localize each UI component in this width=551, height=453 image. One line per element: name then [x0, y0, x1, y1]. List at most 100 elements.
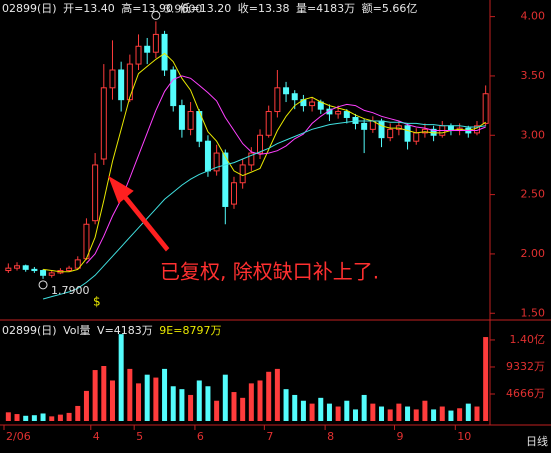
candle-body — [92, 164, 99, 222]
volume-bar — [231, 392, 237, 421]
volume-bar — [439, 406, 445, 421]
extreme-label: 3.9600 — [164, 2, 203, 15]
ma-line — [43, 52, 486, 273]
candle-body — [291, 93, 298, 101]
candle-body — [144, 45, 151, 53]
header-field: 额=5.66亿 — [362, 2, 418, 15]
extreme-label: 1.7900 — [51, 284, 90, 297]
volume-bar — [335, 406, 341, 421]
plot: 4.00 3.50 3.00 2.50 2.00 1.50 1.40亿 9332万 4666万 2… — [3, 2, 546, 443]
candle-body — [248, 152, 255, 166]
volume-bar — [283, 389, 289, 421]
volume-bar — [66, 412, 72, 421]
header-field: 量=4183万 — [296, 2, 355, 15]
volume-bar — [222, 374, 228, 421]
volume-bar — [92, 370, 98, 421]
period-label: 日线 — [526, 434, 548, 448]
candle-body — [335, 111, 342, 115]
extreme-marker — [38, 280, 48, 290]
ma-line — [86, 75, 486, 264]
candle-body — [213, 152, 220, 172]
header-field: 收=13.38 — [238, 1, 290, 15]
volume-bar — [431, 409, 437, 421]
candle-body — [257, 134, 264, 154]
candle-body — [31, 268, 38, 272]
header-field: 02899(日) — [2, 324, 57, 337]
x-tick-label: 9 — [397, 430, 404, 443]
candle-body — [74, 259, 81, 269]
extreme-marker — [151, 10, 161, 20]
volume-bar — [318, 397, 324, 421]
volume-bar — [205, 386, 211, 421]
volume-bar — [162, 368, 168, 421]
volume-bar — [109, 380, 115, 421]
annotation: 已复权, 除权缺口补上了. — [160, 260, 379, 284]
volume-bar — [5, 412, 11, 421]
x-tick-label: 7 — [266, 430, 273, 443]
volume-bar — [188, 394, 194, 421]
volume-bar — [465, 403, 471, 421]
x-tick-label: 8 — [327, 430, 334, 443]
volume-bar — [361, 394, 367, 421]
candle-body — [395, 125, 402, 130]
header-field: 02899(日) — [2, 2, 57, 15]
x-tick-label: 6 — [197, 430, 204, 443]
volume-bar — [266, 371, 272, 421]
volume-bar — [179, 389, 185, 421]
volume-bar — [248, 383, 254, 421]
volume-bar — [352, 409, 358, 421]
y-tick-label: 2.00 — [521, 247, 546, 260]
volume-bar — [214, 400, 220, 421]
volume-bar — [474, 406, 480, 421]
candle-body — [204, 140, 211, 172]
volume-bar — [23, 415, 29, 421]
volume-bar — [370, 403, 376, 421]
candle-body — [48, 272, 55, 276]
header-field: 低=13.20 — [180, 2, 232, 15]
volume-header: 02899(日) Vol量 V=4183万 9E=8797万 — [2, 324, 221, 337]
volume-bar — [413, 409, 419, 421]
volume-bar — [196, 380, 202, 421]
candle-body — [482, 93, 489, 124]
volume-bar — [344, 400, 350, 421]
candle-body — [378, 120, 385, 139]
ma-line — [42, 120, 486, 300]
volume-bar — [405, 406, 411, 421]
price-header: 02899(日) 开=13.40 高=13.90 低=13.20 收=13.38… — [2, 1, 417, 15]
volume-bar — [274, 368, 280, 421]
candle-body — [230, 182, 237, 205]
event-marker: $ — [93, 295, 101, 309]
volume-bar — [49, 416, 55, 421]
x-tick-label: 2/06 — [6, 430, 31, 443]
volume-bar — [75, 405, 81, 421]
volume-bar — [448, 410, 454, 421]
y-tick-label: 4.00 — [521, 10, 546, 23]
candle-body — [239, 164, 246, 184]
volume-bar — [309, 403, 315, 421]
header-field: 开=13.40 — [63, 2, 115, 15]
volume-bar — [326, 403, 332, 421]
candle-body — [152, 33, 159, 53]
candle-body — [109, 69, 116, 89]
candle-body — [22, 265, 29, 270]
header-field: 9E=8797万 — [159, 324, 221, 337]
volume-bar — [101, 366, 107, 421]
volume-bar — [153, 377, 159, 421]
volume-bar — [292, 394, 298, 421]
volume-bar — [483, 337, 489, 421]
candle-body — [361, 122, 368, 130]
volume-bar — [127, 368, 133, 421]
candle-body — [265, 111, 272, 136]
y-tick-label: 1.50 — [521, 306, 546, 319]
volume-bar — [83, 390, 89, 421]
volume-bar — [136, 383, 142, 421]
x-tick-label: 5 — [136, 430, 143, 443]
volume-bar — [57, 414, 63, 421]
candle-body — [178, 105, 185, 130]
volume-bar — [379, 406, 385, 421]
candle-body — [283, 87, 290, 95]
annotation-arrow — [108, 175, 170, 252]
x-tick-label: 4 — [93, 430, 100, 443]
volume-bar — [457, 408, 463, 421]
